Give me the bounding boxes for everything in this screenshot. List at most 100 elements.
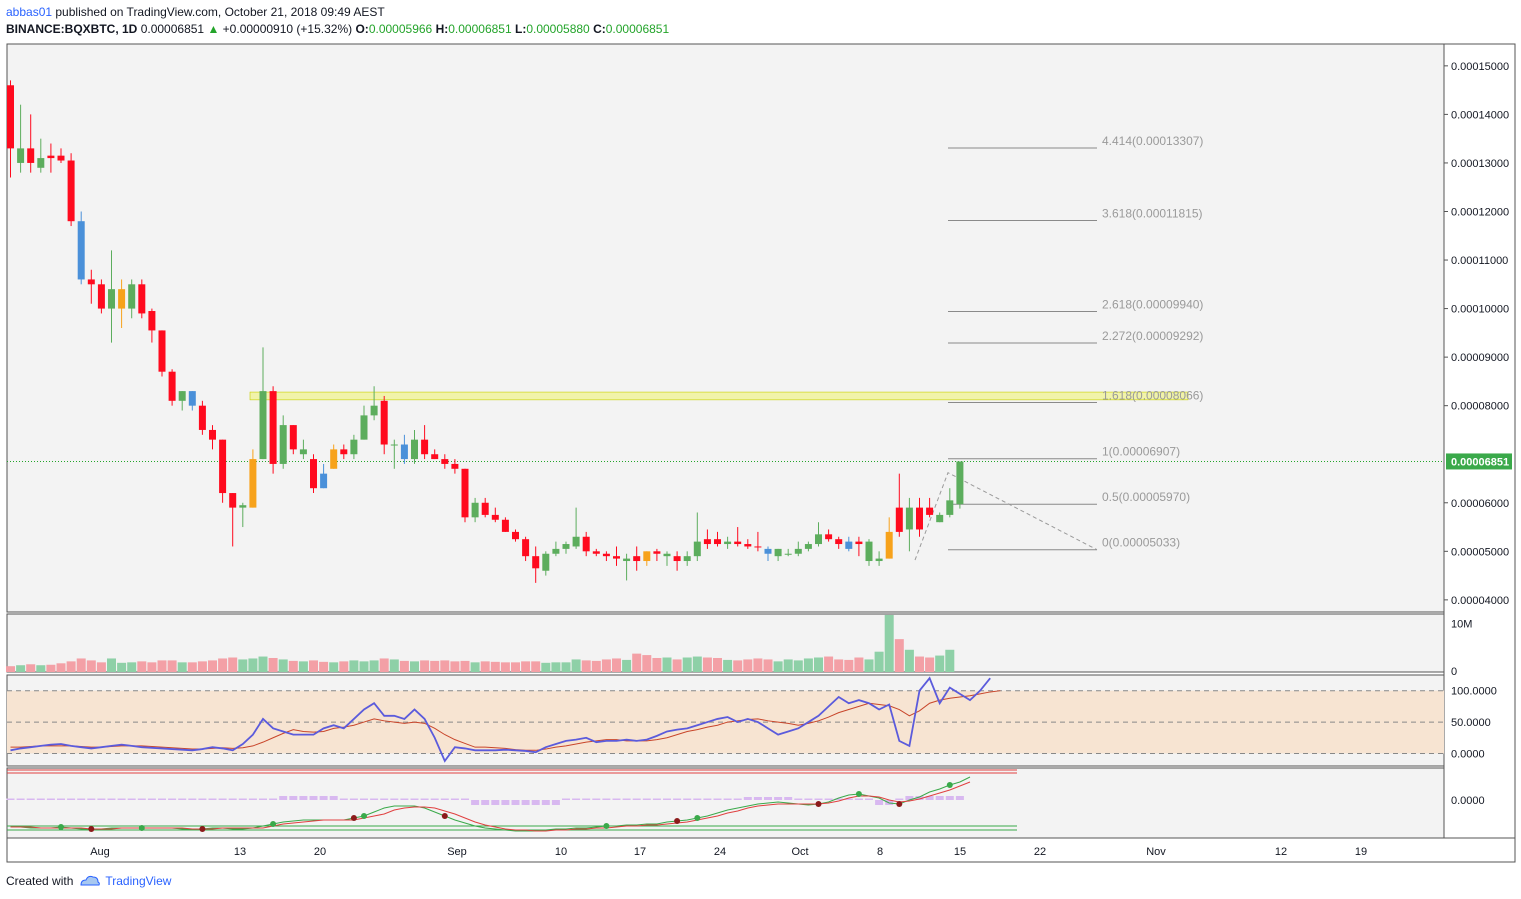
volume-bar [450, 661, 460, 672]
macd-histogram-bar [279, 796, 288, 800]
candle-body [683, 556, 691, 562]
candle-body [77, 221, 85, 280]
time-tick-label: 10 [555, 846, 567, 858]
volume-bar [107, 658, 116, 672]
candle-body [572, 536, 580, 547]
macd-histogram-bar [97, 798, 106, 800]
volume-bar [591, 660, 601, 672]
volume-bar [137, 661, 147, 672]
candle-body [835, 539, 843, 545]
volume-bar [197, 661, 207, 672]
candle-body [764, 548, 772, 554]
volume-bar [177, 662, 187, 672]
change-value: +0.00000910 (+15.32%) [222, 22, 353, 36]
volume-bar [925, 657, 935, 672]
candle-body [370, 405, 378, 416]
volume-bar [884, 614, 894, 672]
candle-body [724, 541, 732, 545]
macd-histogram-bar [481, 800, 490, 805]
macd-histogram-bar [16, 798, 25, 800]
macd-histogram-bar [198, 798, 207, 800]
macd-cross-marker [199, 826, 206, 832]
volume-bar [16, 665, 26, 672]
macd-histogram-bar [259, 798, 267, 800]
volume-bar [571, 659, 581, 672]
time-tick-label: 8 [877, 846, 883, 858]
volume-bar [612, 658, 621, 672]
volume-bar [521, 661, 531, 672]
volume-bar [460, 660, 470, 672]
macd-histogram-bar [814, 798, 823, 800]
volume-bar [470, 662, 480, 672]
macd-histogram-bar [865, 798, 873, 800]
macd-cross-marker [350, 815, 357, 821]
candle-body [148, 311, 156, 331]
volume-bar [96, 662, 106, 672]
macd-histogram-bar [491, 800, 500, 805]
time-tick-label: Sep [447, 846, 467, 858]
macd-cross-marker [270, 821, 277, 827]
macd-histogram-bar [289, 796, 298, 800]
macd-histogram-bar [683, 798, 692, 800]
volume-bar [753, 658, 763, 672]
macd-histogram-bar [299, 796, 308, 800]
price-tick-label: 0.00005000 [1451, 546, 1509, 558]
candle-body [158, 330, 166, 372]
macd-histogram-bar [168, 798, 177, 800]
candle-body [461, 468, 469, 518]
macd-cross-marker [815, 801, 822, 807]
macd-histogram-bar [420, 798, 429, 800]
macd-histogram-bar [349, 798, 358, 800]
candle-body [643, 551, 651, 562]
candle-body [663, 553, 671, 557]
footer: Created with TradingView [6, 874, 171, 888]
candle-body [229, 493, 237, 508]
volume-axis-label: 10M [1451, 619, 1472, 631]
time-tick-label: Oct [791, 846, 808, 858]
macd-histogram-bar [733, 798, 742, 800]
macd-histogram-bar [622, 798, 631, 800]
author-link[interactable]: abbas01 [6, 5, 53, 19]
last-price-tag-label: 0.00006851 [1451, 456, 1509, 468]
tradingview-link[interactable]: TradingView [79, 874, 171, 888]
rsi-axis-label: 100.0000 [1451, 686, 1497, 698]
macd-histogram-bar [602, 798, 611, 800]
candle-body [198, 405, 206, 430]
macd-cross-marker [58, 824, 64, 830]
volume-bar [581, 660, 591, 672]
volume-bar [713, 657, 722, 672]
volume-bar [309, 660, 318, 672]
candle-body [582, 536, 590, 552]
volume-bar [511, 662, 520, 672]
macd-histogram-bar [652, 798, 661, 800]
fib-projection-path [914, 471, 1098, 561]
candle-body [855, 541, 863, 545]
macd-histogram-bar [541, 800, 550, 805]
macd-histogram-bar [784, 797, 793, 800]
candle-body [178, 391, 186, 401]
candle-body [37, 158, 45, 168]
candle-body [956, 461, 964, 505]
price-pane [6, 43, 1445, 613]
macd-histogram-bar [794, 798, 803, 800]
volume-bar [46, 664, 56, 672]
macd-histogram-bar [955, 796, 964, 800]
macd-histogram-bar [269, 798, 278, 800]
macd-histogram-bar [46, 798, 55, 800]
candle-body [168, 371, 176, 401]
macd-histogram-bar [854, 798, 863, 800]
macd-histogram-bar [562, 798, 570, 800]
volume-bar [601, 659, 611, 672]
volume-bar [894, 639, 904, 672]
macd-histogram-bar [572, 798, 581, 800]
candle-body [471, 502, 479, 518]
candle-body [118, 289, 126, 309]
volume-bar [854, 657, 864, 672]
macd-histogram-bar [87, 798, 96, 800]
fib-level-label: 1(0.00006907) [1102, 445, 1180, 459]
low-label: L: [514, 22, 527, 36]
macd-histogram-bar [6, 798, 15, 800]
volume-bar [288, 660, 298, 672]
macd-cross-marker [694, 815, 701, 821]
